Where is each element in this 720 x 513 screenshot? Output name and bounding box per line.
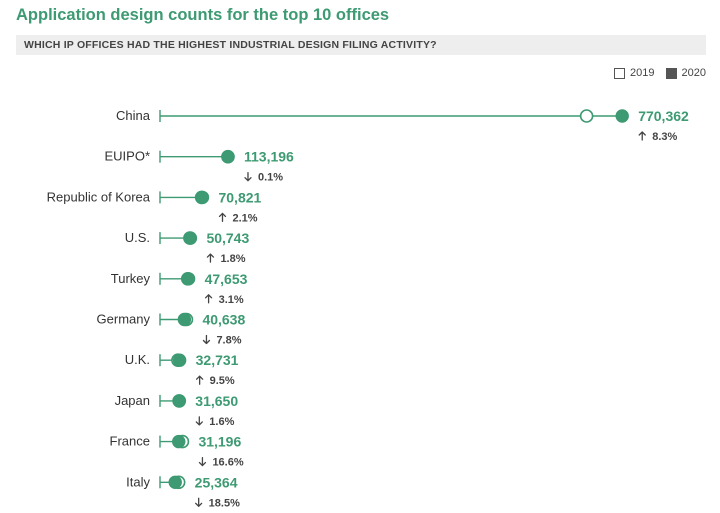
change-label: 3.1% (219, 294, 244, 306)
office-label: China (116, 108, 151, 123)
change-label: 2.1% (232, 212, 257, 224)
point-2020 (221, 150, 235, 164)
subtitle-bar: WHICH IP OFFICES HAD THE HIGHEST INDUSTR… (16, 35, 706, 55)
point-2019 (579, 109, 594, 123)
value-label: 47,653 (205, 271, 248, 287)
chart-subtitle: WHICH IP OFFICES HAD THE HIGHEST INDUSTR… (24, 39, 437, 51)
value-label: 31,196 (198, 434, 241, 450)
value-label: 25,364 (195, 474, 238, 490)
office-label: Japan (115, 393, 150, 408)
point-2020 (172, 434, 186, 449)
filled-square-icon (665, 67, 677, 79)
point-2020 (172, 353, 187, 367)
legend-item-2019: 2019 (614, 67, 655, 79)
arrow-down-icon (195, 416, 203, 426)
arrow-down-icon (244, 172, 252, 182)
legend-item-2020: 2020 (665, 67, 706, 79)
value-label: 113,196 (244, 149, 294, 165)
change-label: 9.5% (210, 375, 235, 387)
point-2020 (183, 231, 198, 245)
change-label: 0.1% (258, 172, 283, 184)
arrow-down-icon (198, 456, 207, 467)
value-label: 70,821 (218, 189, 261, 205)
office-label: Germany (97, 312, 151, 327)
office-label: France (110, 434, 150, 449)
office-label: Turkey (111, 271, 151, 286)
change-label: 8.3% (652, 131, 677, 143)
legend-label-2020: 2020 (681, 67, 706, 79)
point-2020 (615, 109, 629, 123)
arrow-up-icon (195, 375, 204, 385)
change-label: 7.8% (216, 335, 241, 347)
arrow-down-icon (202, 334, 211, 345)
arrow-up-icon (204, 294, 213, 304)
point-2020 (172, 394, 186, 408)
office-label: U.K. (125, 352, 150, 367)
legend: 2019 2020 (603, 66, 706, 80)
point-2020 (181, 272, 196, 286)
value-label: 770,362 (638, 108, 689, 124)
point-2020 (195, 190, 210, 205)
arrow-down-icon (195, 497, 203, 507)
arrow-up-icon (206, 253, 215, 263)
value-label: 31,650 (195, 393, 238, 409)
office-label: EUIPO* (104, 149, 150, 164)
change-label: 18.5% (209, 497, 240, 509)
value-label: 40,638 (202, 312, 245, 328)
change-label: 1.8% (220, 253, 245, 265)
office-label: U.S. (125, 230, 150, 245)
office-label: Republic of Korea (47, 189, 151, 204)
point-2020 (177, 312, 192, 327)
point-2020 (168, 475, 182, 489)
legend-label-2019: 2019 (630, 67, 655, 79)
change-label: 1.6% (209, 416, 234, 428)
change-label: 16.6% (212, 457, 243, 469)
open-square-icon (614, 67, 626, 79)
chart-title: Application design counts for the top 10… (16, 6, 390, 24)
office-label: Italy (126, 474, 150, 489)
value-label: 32,731 (196, 352, 239, 368)
arrow-up-icon (638, 131, 646, 141)
arrow-up-icon (218, 212, 227, 223)
value-label: 50,743 (206, 230, 249, 246)
